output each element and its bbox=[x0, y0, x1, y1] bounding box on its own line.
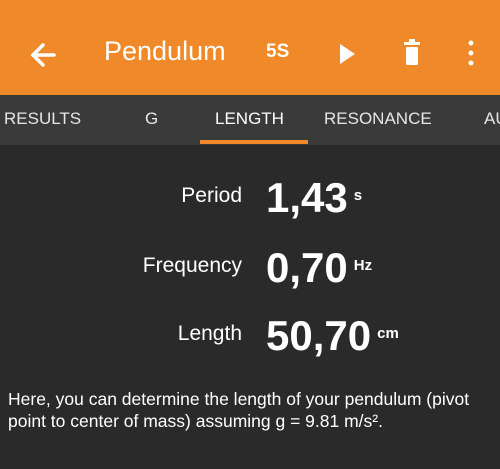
app-bar: Pendulum 5S bbox=[0, 0, 500, 95]
result-value-group: 50,70 cm bbox=[266, 312, 399, 360]
result-unit: Hz bbox=[354, 257, 372, 274]
tab[interactable]: AU bbox=[484, 109, 500, 129]
result-value: 0,70 bbox=[266, 244, 348, 291]
app-bar-icons bbox=[0, 0, 500, 95]
result-label: Frequency bbox=[143, 254, 242, 278]
result-row: Length 50,70 cm bbox=[0, 310, 500, 360]
tab[interactable]: G bbox=[145, 109, 158, 129]
more-button[interactable] bbox=[469, 41, 474, 66]
back-button[interactable] bbox=[33, 45, 54, 65]
result-value: 50,70 bbox=[266, 312, 371, 359]
result-unit: s bbox=[354, 187, 362, 204]
app-title: Pendulum bbox=[104, 36, 226, 67]
result-value: 1,43 bbox=[266, 174, 348, 221]
play-button[interactable] bbox=[340, 44, 355, 64]
tab[interactable]: RESONANCE bbox=[324, 109, 432, 129]
tab[interactable]: RESULTS bbox=[4, 109, 81, 129]
tab-indicator bbox=[200, 140, 308, 144]
result-label: Length bbox=[178, 322, 242, 346]
screen: {"app_bar": {"title": "Pendulum", "durat… bbox=[0, 0, 500, 469]
result-row: Period 1,43 s bbox=[0, 172, 500, 222]
result-label: Period bbox=[181, 184, 242, 208]
result-row: Frequency 0,70 Hz bbox=[0, 242, 500, 292]
result-unit: cm bbox=[377, 325, 399, 342]
result-value-group: 0,70 Hz bbox=[266, 244, 372, 292]
description: Here, you can determine the length of yo… bbox=[8, 388, 494, 432]
tab-bar: RESULTS G LENGTH RESONANCE AU bbox=[0, 95, 500, 145]
tab[interactable]: LENGTH bbox=[215, 109, 284, 129]
delete-button[interactable] bbox=[404, 39, 420, 65]
result-value-group: 1,43 s bbox=[266, 174, 362, 222]
duration[interactable]: 5S bbox=[266, 41, 289, 63]
